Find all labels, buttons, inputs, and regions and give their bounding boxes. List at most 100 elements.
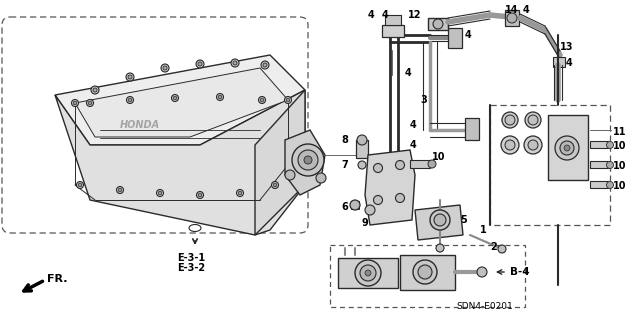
Bar bbox=[330, 245, 525, 307]
Circle shape bbox=[396, 160, 404, 169]
Bar bbox=[590, 141, 608, 148]
Polygon shape bbox=[285, 130, 325, 195]
Bar bbox=[410, 160, 430, 168]
Text: E-3-2: E-3-2 bbox=[177, 263, 205, 273]
Circle shape bbox=[173, 96, 177, 100]
Circle shape bbox=[88, 101, 92, 105]
Circle shape bbox=[238, 191, 242, 195]
Circle shape bbox=[158, 191, 162, 195]
Bar bbox=[428, 18, 448, 30]
Circle shape bbox=[263, 63, 267, 67]
Circle shape bbox=[365, 270, 371, 276]
Circle shape bbox=[528, 140, 538, 150]
Text: 4: 4 bbox=[465, 30, 472, 40]
Text: 4: 4 bbox=[410, 140, 417, 150]
Bar bbox=[590, 181, 608, 188]
Text: 5: 5 bbox=[460, 215, 467, 225]
Circle shape bbox=[77, 182, 83, 189]
Circle shape bbox=[360, 265, 376, 281]
Text: 6: 6 bbox=[341, 202, 348, 212]
Text: 7: 7 bbox=[341, 160, 348, 170]
Circle shape bbox=[374, 164, 383, 173]
Bar bbox=[400, 255, 455, 290]
Text: 2: 2 bbox=[490, 242, 497, 252]
Circle shape bbox=[285, 97, 291, 103]
Circle shape bbox=[93, 88, 97, 92]
Circle shape bbox=[196, 191, 204, 198]
Polygon shape bbox=[255, 90, 305, 235]
Text: 4: 4 bbox=[566, 58, 573, 68]
Circle shape bbox=[433, 19, 443, 29]
Text: 4: 4 bbox=[367, 10, 374, 20]
Circle shape bbox=[198, 193, 202, 197]
Circle shape bbox=[78, 183, 82, 187]
Circle shape bbox=[524, 136, 542, 154]
Circle shape bbox=[118, 188, 122, 192]
Text: 4: 4 bbox=[523, 5, 530, 15]
Circle shape bbox=[418, 265, 432, 279]
Circle shape bbox=[126, 73, 134, 81]
Circle shape bbox=[172, 94, 179, 101]
Bar bbox=[385, 15, 401, 25]
Circle shape bbox=[72, 100, 79, 107]
Circle shape bbox=[357, 135, 367, 145]
Circle shape bbox=[607, 182, 614, 189]
Circle shape bbox=[196, 60, 204, 68]
Circle shape bbox=[261, 61, 269, 69]
Bar bbox=[338, 258, 398, 288]
Text: 10: 10 bbox=[432, 152, 445, 162]
Circle shape bbox=[502, 112, 518, 128]
Circle shape bbox=[198, 62, 202, 66]
Text: 13: 13 bbox=[560, 42, 573, 52]
Circle shape bbox=[430, 210, 450, 230]
Circle shape bbox=[607, 161, 614, 168]
Circle shape bbox=[292, 144, 324, 176]
Circle shape bbox=[505, 140, 515, 150]
Circle shape bbox=[304, 156, 312, 164]
Circle shape bbox=[374, 196, 383, 204]
Circle shape bbox=[316, 173, 326, 183]
Circle shape bbox=[498, 245, 506, 253]
Text: 12: 12 bbox=[408, 10, 422, 20]
Circle shape bbox=[161, 64, 169, 72]
Text: 4: 4 bbox=[410, 120, 417, 130]
Circle shape bbox=[86, 100, 93, 107]
Text: 9: 9 bbox=[362, 218, 369, 228]
Circle shape bbox=[218, 95, 222, 99]
Circle shape bbox=[285, 170, 295, 180]
Circle shape bbox=[365, 205, 375, 215]
Bar bbox=[590, 161, 608, 168]
Circle shape bbox=[434, 214, 446, 226]
Circle shape bbox=[116, 187, 124, 194]
Bar bbox=[356, 140, 368, 158]
Circle shape bbox=[428, 160, 436, 168]
Text: 4: 4 bbox=[381, 10, 388, 20]
Bar bbox=[382, 25, 404, 37]
Ellipse shape bbox=[189, 225, 201, 232]
Text: 11: 11 bbox=[613, 127, 627, 137]
Circle shape bbox=[355, 260, 381, 286]
Circle shape bbox=[607, 142, 614, 149]
Circle shape bbox=[350, 200, 360, 210]
Text: 10: 10 bbox=[613, 141, 627, 151]
Bar bbox=[351, 201, 359, 209]
Text: 10: 10 bbox=[613, 161, 627, 171]
Text: SDN4-E0201: SDN4-E0201 bbox=[456, 302, 513, 311]
Circle shape bbox=[157, 189, 163, 197]
Circle shape bbox=[298, 150, 318, 170]
Circle shape bbox=[271, 182, 278, 189]
Circle shape bbox=[91, 86, 99, 94]
Bar bbox=[548, 115, 588, 180]
Bar bbox=[553, 57, 565, 67]
Circle shape bbox=[260, 98, 264, 102]
Text: FR.: FR. bbox=[47, 274, 67, 284]
Polygon shape bbox=[55, 55, 305, 145]
Circle shape bbox=[525, 112, 541, 128]
Polygon shape bbox=[415, 205, 463, 240]
Bar bbox=[465, 118, 479, 140]
Text: HONDA: HONDA bbox=[120, 120, 160, 130]
Circle shape bbox=[501, 136, 519, 154]
Circle shape bbox=[128, 98, 132, 102]
Text: 8: 8 bbox=[341, 135, 348, 145]
Circle shape bbox=[233, 61, 237, 65]
